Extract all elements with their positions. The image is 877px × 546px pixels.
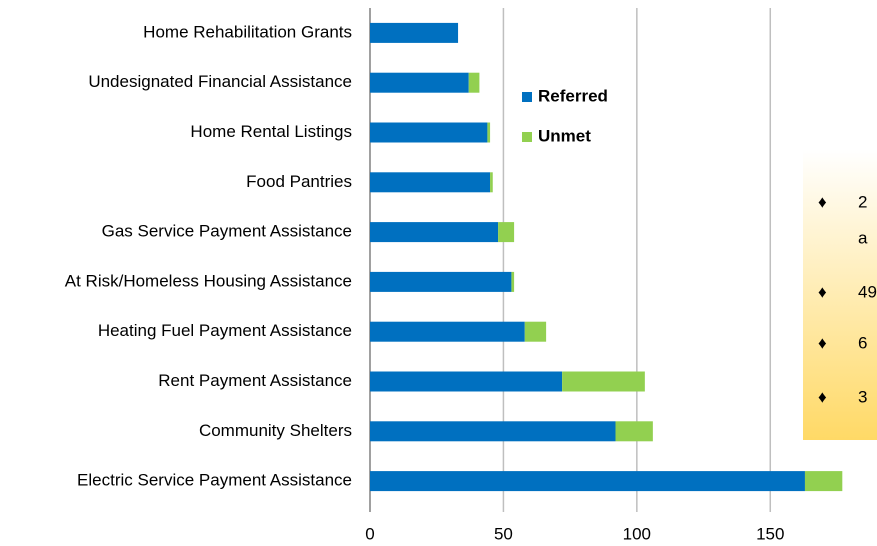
annotation: 49 bbox=[858, 282, 877, 301]
legend-swatch bbox=[522, 92, 532, 102]
bar-segment bbox=[370, 172, 491, 193]
x-tick-label: 0 bbox=[365, 524, 374, 543]
bar-segment bbox=[370, 321, 525, 342]
bar-segment bbox=[804, 471, 843, 492]
y-tick-label: At Risk/Homeless Housing Assistance bbox=[65, 271, 352, 290]
bar-segment bbox=[370, 72, 469, 93]
note-box bbox=[803, 150, 877, 440]
annotation: 3 bbox=[858, 387, 867, 406]
bullet: ♦ bbox=[818, 192, 827, 211]
bar-segment bbox=[370, 471, 805, 492]
bar-segment bbox=[524, 321, 547, 342]
x-tick-label: 100 bbox=[623, 524, 651, 543]
legend-label: Unmet bbox=[538, 126, 591, 145]
annotation: 6 bbox=[858, 333, 867, 352]
y-tick-label: Gas Service Payment Assistance bbox=[102, 222, 352, 241]
bullet: ♦ bbox=[818, 387, 827, 406]
y-tick-label: Rent Payment Assistance bbox=[158, 371, 352, 390]
legend-swatch bbox=[522, 132, 532, 142]
labels: 0 50 100 150 Home Rehabilitation Grants Undes… bbox=[65, 22, 877, 543]
y-tick-label: Home Rental Listings bbox=[190, 122, 352, 141]
bullet: ♦ bbox=[818, 282, 827, 301]
bar-segment bbox=[487, 122, 491, 143]
bullet: ♦ bbox=[818, 333, 827, 352]
legend-label: Referred bbox=[538, 86, 608, 105]
bars bbox=[370, 22, 843, 492]
y-tick-label: Food Pantries bbox=[246, 172, 352, 191]
y-tick-label: Electric Service Payment Assistance bbox=[77, 471, 352, 490]
y-tick-label: Community Shelters bbox=[199, 421, 352, 440]
bar-segment bbox=[562, 371, 645, 392]
x-tick-label: 150 bbox=[756, 524, 784, 543]
bar-segment bbox=[370, 222, 499, 243]
bar-segment bbox=[370, 421, 616, 442]
bar-segment bbox=[615, 421, 653, 442]
bar-segment bbox=[370, 122, 488, 143]
x-tick-label: 50 bbox=[494, 524, 513, 543]
bar-segment bbox=[511, 271, 515, 292]
y-tick-label: Home Rehabilitation Grants bbox=[143, 22, 352, 41]
bar-segment bbox=[490, 172, 493, 193]
annotation: 2 bbox=[858, 192, 867, 211]
annotation: a bbox=[858, 228, 868, 247]
bar-segment bbox=[468, 72, 480, 93]
bar-segment bbox=[370, 271, 512, 292]
y-tick-label: Heating Fuel Payment Assistance bbox=[98, 321, 352, 340]
bar-segment bbox=[370, 371, 563, 392]
y-tick-label: Undesignated Financial Assistance bbox=[88, 72, 352, 91]
bar-segment bbox=[370, 22, 459, 43]
bar-segment bbox=[498, 222, 515, 243]
